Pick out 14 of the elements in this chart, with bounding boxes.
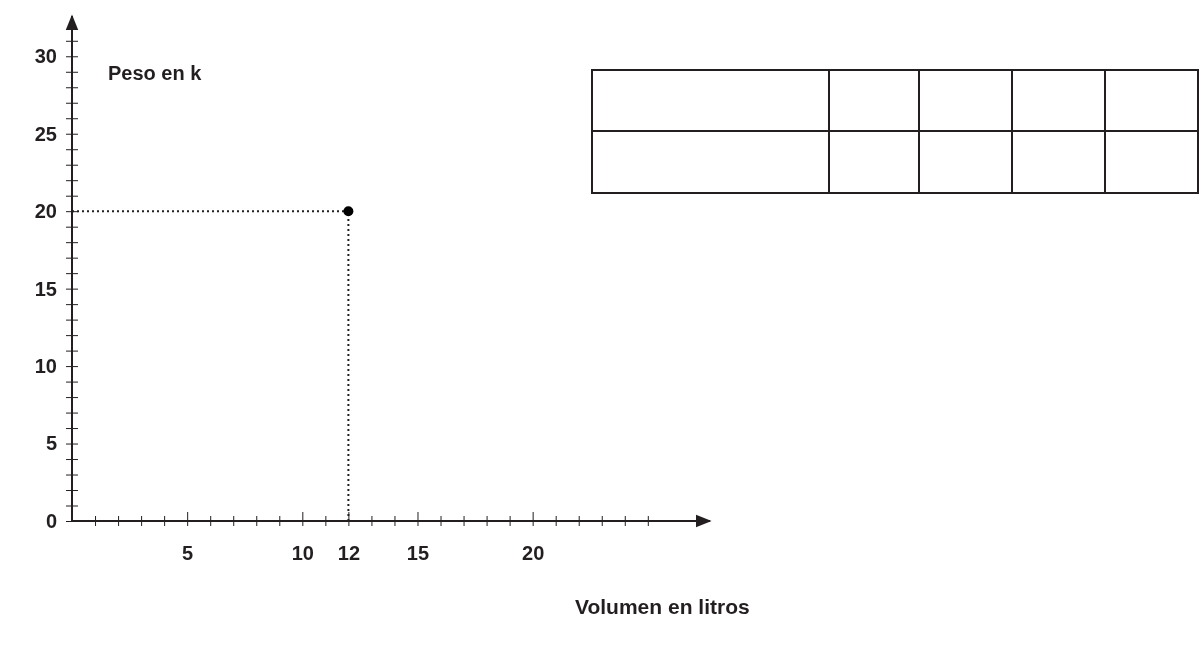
y-tick-label: 10 — [34, 354, 57, 377]
y-axis-title: Peso en k — [108, 62, 203, 84]
y-tick-label: 25 — [34, 122, 57, 145]
y-tick-label: 30 — [34, 45, 57, 68]
x-tick-label: 15 — [406, 542, 430, 565]
y-tick-label: 20 — [34, 200, 57, 223]
x-tick-label: 5 — [182, 542, 194, 565]
y-tick-label: 0 — [45, 509, 57, 532]
x-tick-label: 12 — [337, 542, 361, 565]
y-tick-label: 5 — [45, 432, 57, 455]
y-tick-label: 15 — [34, 277, 57, 300]
x-tick-label: 10 — [291, 542, 314, 565]
x-axis-title: Volumen en litros — [575, 595, 750, 618]
x-tick-label: 20 — [522, 542, 545, 565]
